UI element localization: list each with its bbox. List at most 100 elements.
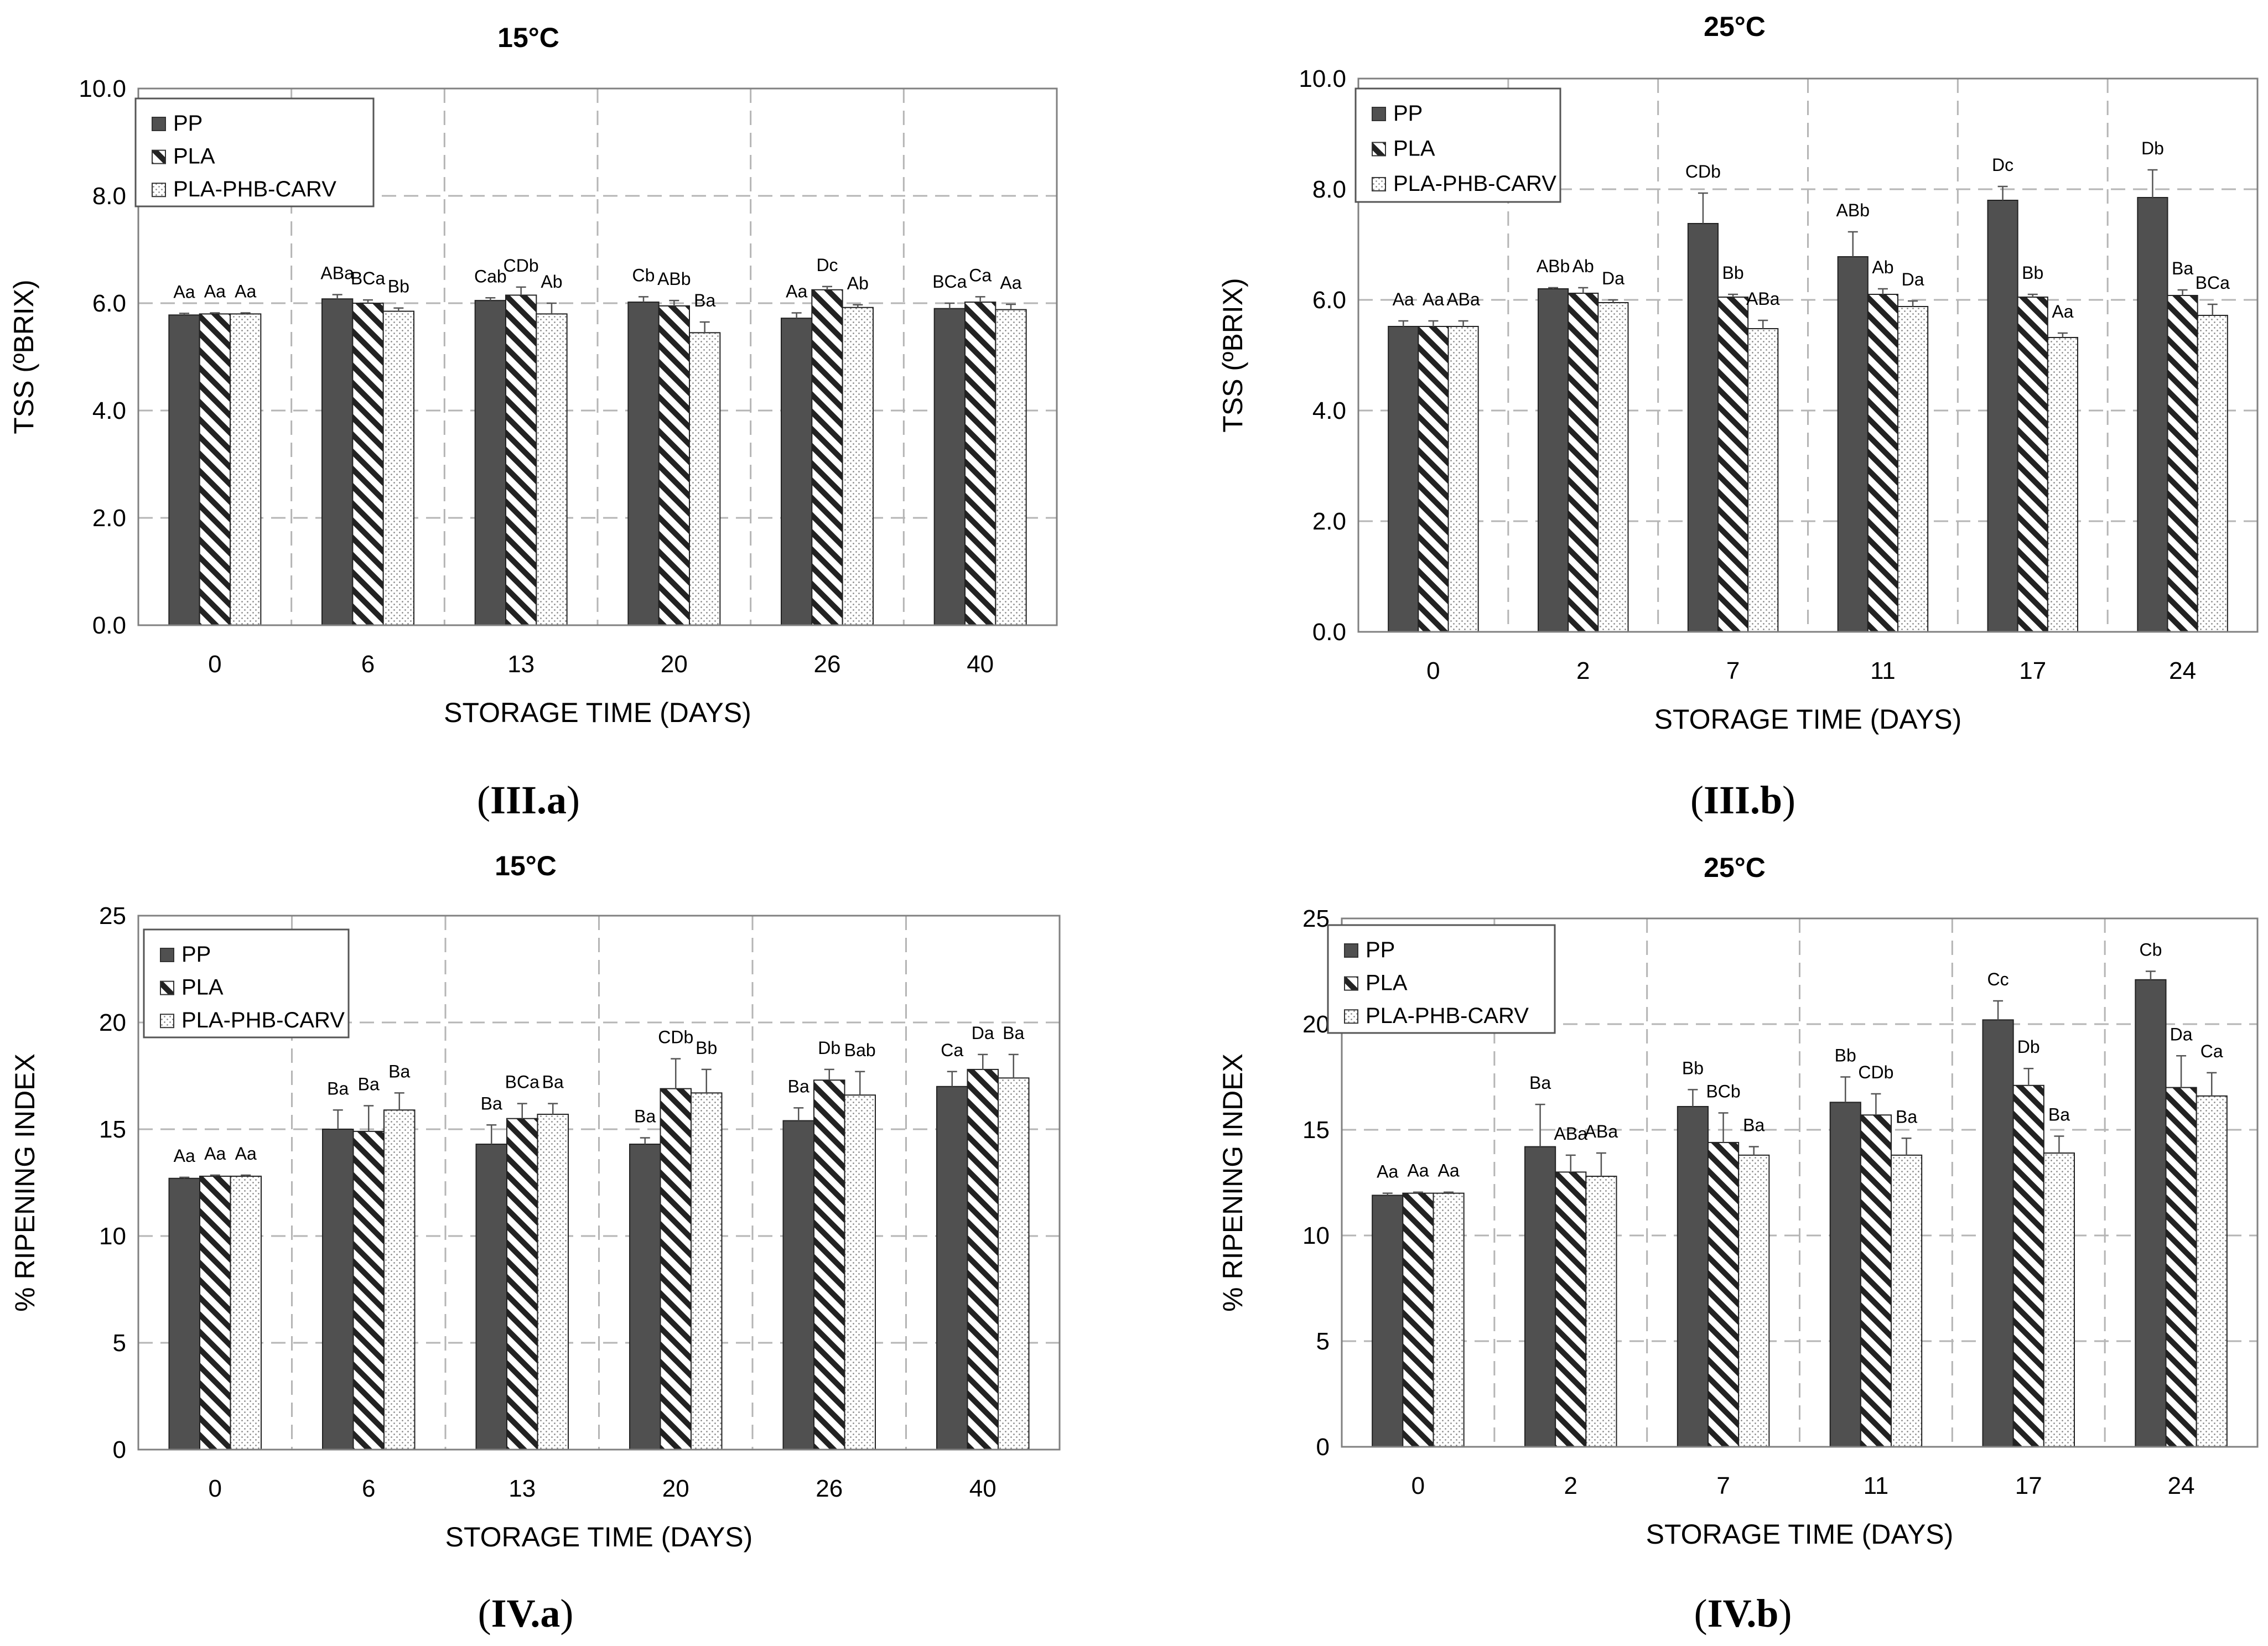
legend-swatch-pp [160,948,174,962]
plot-frame [137,87,1058,626]
x-tick-label: 40 [969,1475,997,1502]
legend-box [1327,924,1556,1034]
significance-label: CDb [658,1027,693,1047]
legend-swatch-pp [1372,107,1386,121]
y-tick-label: 6.0 [92,290,126,317]
legend-swatch-pla [1372,142,1386,157]
bar-pp [474,300,507,626]
significance-label: Bb [1722,263,1744,283]
legend-swatch-pp [152,117,166,131]
bar-pla-phb-carv [536,313,568,626]
significance-label: Aa [174,1146,195,1166]
significance-label: Dc [1992,155,2013,175]
y-tick-label: 25 [1302,905,1330,932]
x-tick-label: 20 [662,1475,689,1502]
bar-pla-phb-carv [1433,1192,1465,1448]
y-tick-label: 0.0 [92,612,126,639]
significance-label: Cab [474,266,507,286]
legend-label: PLA [173,144,215,169]
legend: PP PLA PLA-PHB-CARV [1327,924,1556,1034]
legend-label: PLA [1393,136,1435,160]
bar-pla [199,313,231,626]
y-tick-label: 2.0 [92,505,126,532]
bar-pla-phb-carv [2047,337,2078,632]
bar-pla-phb-carv [1597,302,1629,632]
bar-pp [1687,223,1719,632]
bar-pp [933,308,966,626]
significance-label: Aa [173,282,195,302]
legend-label: PP [1393,101,1423,126]
x-tick-label: 13 [508,1475,536,1502]
significance-label: Da [1902,269,1924,289]
panel-caption: (III.a) [477,778,580,822]
significance-label: Aa [2052,302,2073,321]
bar-pla [811,289,843,626]
bar-pp [627,302,660,626]
significance-label: CDb [1685,162,1721,181]
x-tick-label: 40 [967,651,994,678]
bar-pla-phb-carv [995,309,1027,626]
legend-box [1354,87,1561,203]
bar-pla [964,302,997,626]
y-tick-label: 20 [1302,1011,1330,1038]
significance-label: Ab [847,273,869,293]
y-tick-label: 6.0 [1312,287,1346,314]
x-tick-label: 0 [1411,1472,1425,1499]
plot-frame [137,915,1061,1451]
bar-pp [168,314,200,626]
y-tick-label: 15 [99,1116,126,1143]
bar-pla-phb-carv [230,313,262,626]
bar-pla [1717,297,1749,632]
legend: PP PLA PLA-PHB-CARV [1354,87,1561,203]
bar-pla-phb-carv [689,332,721,626]
significance-label: Db [2141,138,2164,158]
x-tick-label: 6 [362,1475,375,1502]
significance-label: BCa [505,1072,539,1092]
x-tick-label: 0 [208,651,221,678]
significance-label: Ab [1572,256,1594,276]
y-tick-label: 20 [99,1009,126,1036]
y-tick-label: 15 [1302,1117,1330,1144]
bar-pla-phb-carv [998,1077,1030,1450]
bar-pp [1677,1105,1709,1447]
x-tick-label: 20 [661,651,688,678]
x-tick-label: 7 [1726,657,1740,684]
significance-label: Ca [941,1040,963,1060]
legend-swatch-pla-phb-carv [152,183,166,198]
bar-pla [1568,293,1599,632]
significance-label: Ba [358,1074,380,1094]
x-tick-label: 26 [816,1475,843,1502]
y-tick-label: 4.0 [1312,397,1346,424]
bar-pp [1987,200,2018,632]
bar-pp [1837,256,1869,632]
significance-label: Ba [481,1093,502,1113]
significance-label: Cb [632,265,655,285]
bar-pp [1982,1019,2014,1447]
significance-label: Ba [542,1072,564,1092]
significance-label: ABa [1585,1121,1618,1141]
significance-label: Ba [634,1106,656,1126]
legend-swatch-pla [1344,976,1358,991]
bar-pp [2137,197,2168,632]
y-tick-label: 5 [113,1330,126,1357]
bar-pla [1708,1141,1740,1447]
bar-pla [1867,294,1898,632]
x-axis-label: STORAGE TIME (DAYS) [444,697,751,728]
significance-label: Ca [969,265,992,285]
legend-label: PLA-PHB-CARV [1366,1004,1529,1028]
significance-label: Ab [1872,257,1893,277]
legend-swatch-pp [1344,943,1358,958]
significance-label: CDb [504,256,539,276]
significance-label: ABb [1537,256,1570,276]
y-axis-label: % RIPENING INDEX [9,1053,40,1312]
legend-box [134,97,375,207]
panel-caption: (III.b) [1690,778,1795,822]
y-tick-label: 0.0 [1312,619,1346,646]
bar-pla [658,305,690,626]
significance-label: Ba [1896,1107,1917,1126]
y-axis-label: TSS (ºBRIX) [1217,278,1248,432]
